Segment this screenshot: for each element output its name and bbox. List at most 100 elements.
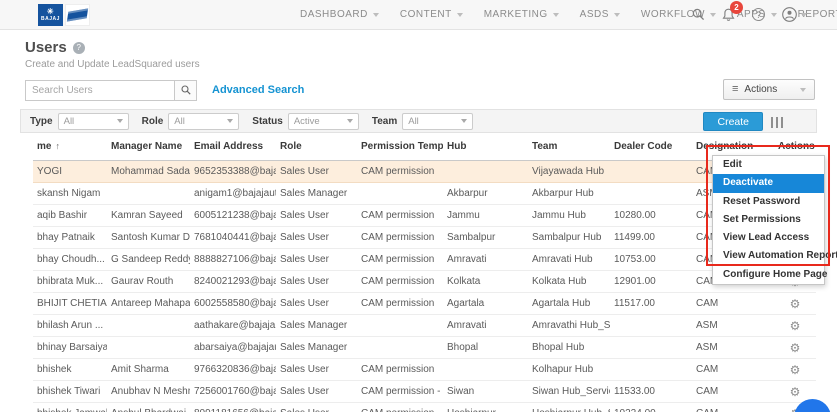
cell-permission-template: [357, 182, 443, 205]
create-button[interactable]: Create: [703, 112, 763, 131]
menu-item-reset-password[interactable]: Reset Password: [723, 195, 801, 207]
cell-role: Sales User: [276, 248, 357, 271]
table-row[interactable]: bhishek Tiwari Anubhav N Meshram 7256001…: [33, 380, 816, 403]
menu-item-view-lead-access[interactable]: View Lead Access: [723, 232, 810, 244]
table-row[interactable]: bhay Choudh... G Sandeep Reddy 888882710…: [33, 248, 816, 271]
cell-manager-name: Mohammad Sadath ...: [107, 160, 190, 183]
column-header-manager-name[interactable]: Manager Name: [107, 134, 190, 161]
chevron-down-icon: [461, 119, 468, 123]
cell-name: bhishek Jamwal: [33, 402, 107, 412]
cell-email: anigam1@bajajauto.c...: [190, 182, 276, 205]
status-filter-select[interactable]: Active: [287, 112, 359, 130]
team-filter-select[interactable]: All: [402, 112, 474, 130]
cell-name: bhay Patnaik: [33, 226, 107, 249]
nav-item-marketing[interactable]: MARKETING: [484, 9, 559, 20]
column-header-hub[interactable]: Hub: [443, 134, 528, 161]
search-input[interactable]: [25, 79, 175, 101]
cell-hub: Bhopal: [443, 336, 528, 359]
table-row[interactable]: bhishek Amit Sharma 9766320836@bajajau..…: [33, 358, 816, 381]
chevron-down-icon: [613, 12, 620, 17]
cell-name: bhay Choudh...: [33, 248, 107, 271]
chevron-down-icon: [801, 12, 807, 17]
type-filter-select[interactable]: All: [57, 112, 129, 130]
cell-email: 7256001760@bajajau...: [190, 380, 276, 403]
table-row[interactable]: YOGI Mohammad Sadath ... 9652353388@baja…: [33, 160, 816, 183]
cell-hub: Amravati: [443, 314, 528, 337]
role-filter-select[interactable]: All: [168, 112, 240, 130]
column-header-dealer-code[interactable]: Dealer Code: [610, 134, 692, 161]
cell-name: bhibrata Muk...: [33, 270, 107, 293]
column-header-me[interactable]: me ↑: [33, 134, 107, 161]
cell-hub: Sambalpur: [443, 226, 528, 249]
bajaj-logo: ✳ BAJAJ: [38, 3, 63, 26]
cell-permission-template: CAM permission: [357, 248, 443, 271]
table-row[interactable]: bhinay Barsaiya abarsaiya@bajajauto ... …: [33, 336, 816, 359]
nav-item-reports[interactable]: REPORTS: [797, 9, 837, 20]
menu-item-view-automation-report[interactable]: View Automation Report: [723, 250, 837, 262]
brand-crest-logo: [65, 3, 90, 26]
chevron-down-icon: [709, 12, 716, 17]
nav-item-apps[interactable]: APPS: [737, 9, 777, 20]
menu-item-deactivate[interactable]: Deactivate: [713, 174, 824, 193]
cell-hub: [443, 160, 528, 183]
table-row[interactable]: bhishek Jamwal Anshul Bhardwaj 809118165…: [33, 402, 816, 412]
notification-badge: 2: [730, 0, 743, 14]
menu-item-set-permissions[interactable]: Set Permissions: [723, 213, 801, 225]
list-icon: ≡: [732, 83, 739, 95]
users-table-body: YOGI Mohammad Sadath ... 9652353388@baja…: [33, 160, 816, 412]
column-header-permission-templates[interactable]: Permission Templates: [357, 134, 443, 161]
column-header-email-address[interactable]: Email Address: [190, 134, 276, 161]
row-actions-gear-icon[interactable]: ⚙: [789, 384, 801, 399]
cell-dealer-code: 10753.00: [610, 248, 692, 271]
actions-dropdown[interactable]: ≡ Actions: [723, 79, 815, 100]
help-icon[interactable]: ?: [752, 8, 765, 21]
advanced-search-link[interactable]: Advanced Search: [212, 84, 305, 96]
row-context-menu: Edit Deactivate Reset Password Set Permissi…: [712, 155, 837, 286]
column-settings-icon[interactable]: [771, 117, 783, 128]
cell-team: Bhopal Hub: [528, 336, 610, 359]
search-button[interactable]: [175, 79, 197, 101]
row-actions-gear-icon[interactable]: ⚙: [789, 362, 801, 377]
brand-logo[interactable]: ✳ BAJAJ: [38, 3, 90, 26]
cell-actions: ⚙: [774, 314, 816, 337]
cell-role: Sales User: [276, 270, 357, 293]
table-row[interactable]: aqib Bashir Kamran Sayeed 6005121238@baj…: [33, 204, 816, 227]
row-actions-gear-icon[interactable]: ⚙: [789, 296, 801, 311]
table-row[interactable]: bhibrata Muk... Gaurav Routh 8240021293@…: [33, 270, 816, 293]
nav-item-content[interactable]: CONTENT: [400, 9, 463, 20]
cell-team: Amravati Hub: [528, 248, 610, 271]
table-row[interactable]: skansh Nigam anigam1@bajajauto.c... Sale…: [33, 182, 816, 205]
column-header-role[interactable]: Role: [276, 134, 357, 161]
cell-permission-template: CAM permission: [357, 270, 443, 293]
nav-item-asds[interactable]: ASDS: [580, 9, 620, 20]
menu-item-configure-home-page[interactable]: Configure Home Page: [723, 268, 828, 280]
row-actions-gear-icon[interactable]: ⚙: [789, 318, 801, 333]
cell-role: Sales User: [276, 402, 357, 412]
cell-role: Sales User: [276, 358, 357, 381]
users-table: me ↑ Manager Name Email Address Role Permissi…: [33, 134, 816, 412]
user-account-icon[interactable]: [782, 7, 807, 22]
column-header-team[interactable]: Team: [528, 134, 610, 161]
cell-name: bhishek: [33, 358, 107, 381]
cell-dealer-code: 11499.00: [610, 226, 692, 249]
nav-item-workflow[interactable]: WORKFLOW: [641, 9, 716, 20]
cell-hub: Siwan: [443, 380, 528, 403]
search-icon[interactable]: [692, 8, 705, 21]
cell-manager-name: [107, 182, 190, 205]
menu-item-edit[interactable]: Edit: [723, 159, 742, 170]
cell-dealer-code: 10224.00: [610, 402, 692, 412]
nav-icons: 2 ?: [692, 0, 807, 22]
cell-designation: CAM: [692, 358, 774, 381]
chat-bubble-button[interactable]: [794, 399, 831, 412]
nav-item-dashboard[interactable]: DASHBOARD: [300, 9, 379, 20]
notifications-bell-icon[interactable]: 2: [722, 0, 743, 22]
cell-email: 9766320836@bajajau...: [190, 358, 276, 381]
cell-manager-name: Anubhav N Meshram: [107, 380, 190, 403]
table-row[interactable]: bhilash Arun ... aathakare@bajajauto ...…: [33, 314, 816, 337]
title-help-icon[interactable]: ?: [72, 41, 85, 54]
cell-designation: ASM: [692, 336, 774, 359]
table-row[interactable]: bhay Patnaik Santosh Kumar Dash 76810404…: [33, 226, 816, 249]
row-actions-gear-icon[interactable]: ⚙: [789, 340, 801, 355]
table-row[interactable]: BHIJIT CHETIA Antareep Mahapatra 6002558…: [33, 292, 816, 315]
cell-name: aqib Bashir: [33, 204, 107, 227]
